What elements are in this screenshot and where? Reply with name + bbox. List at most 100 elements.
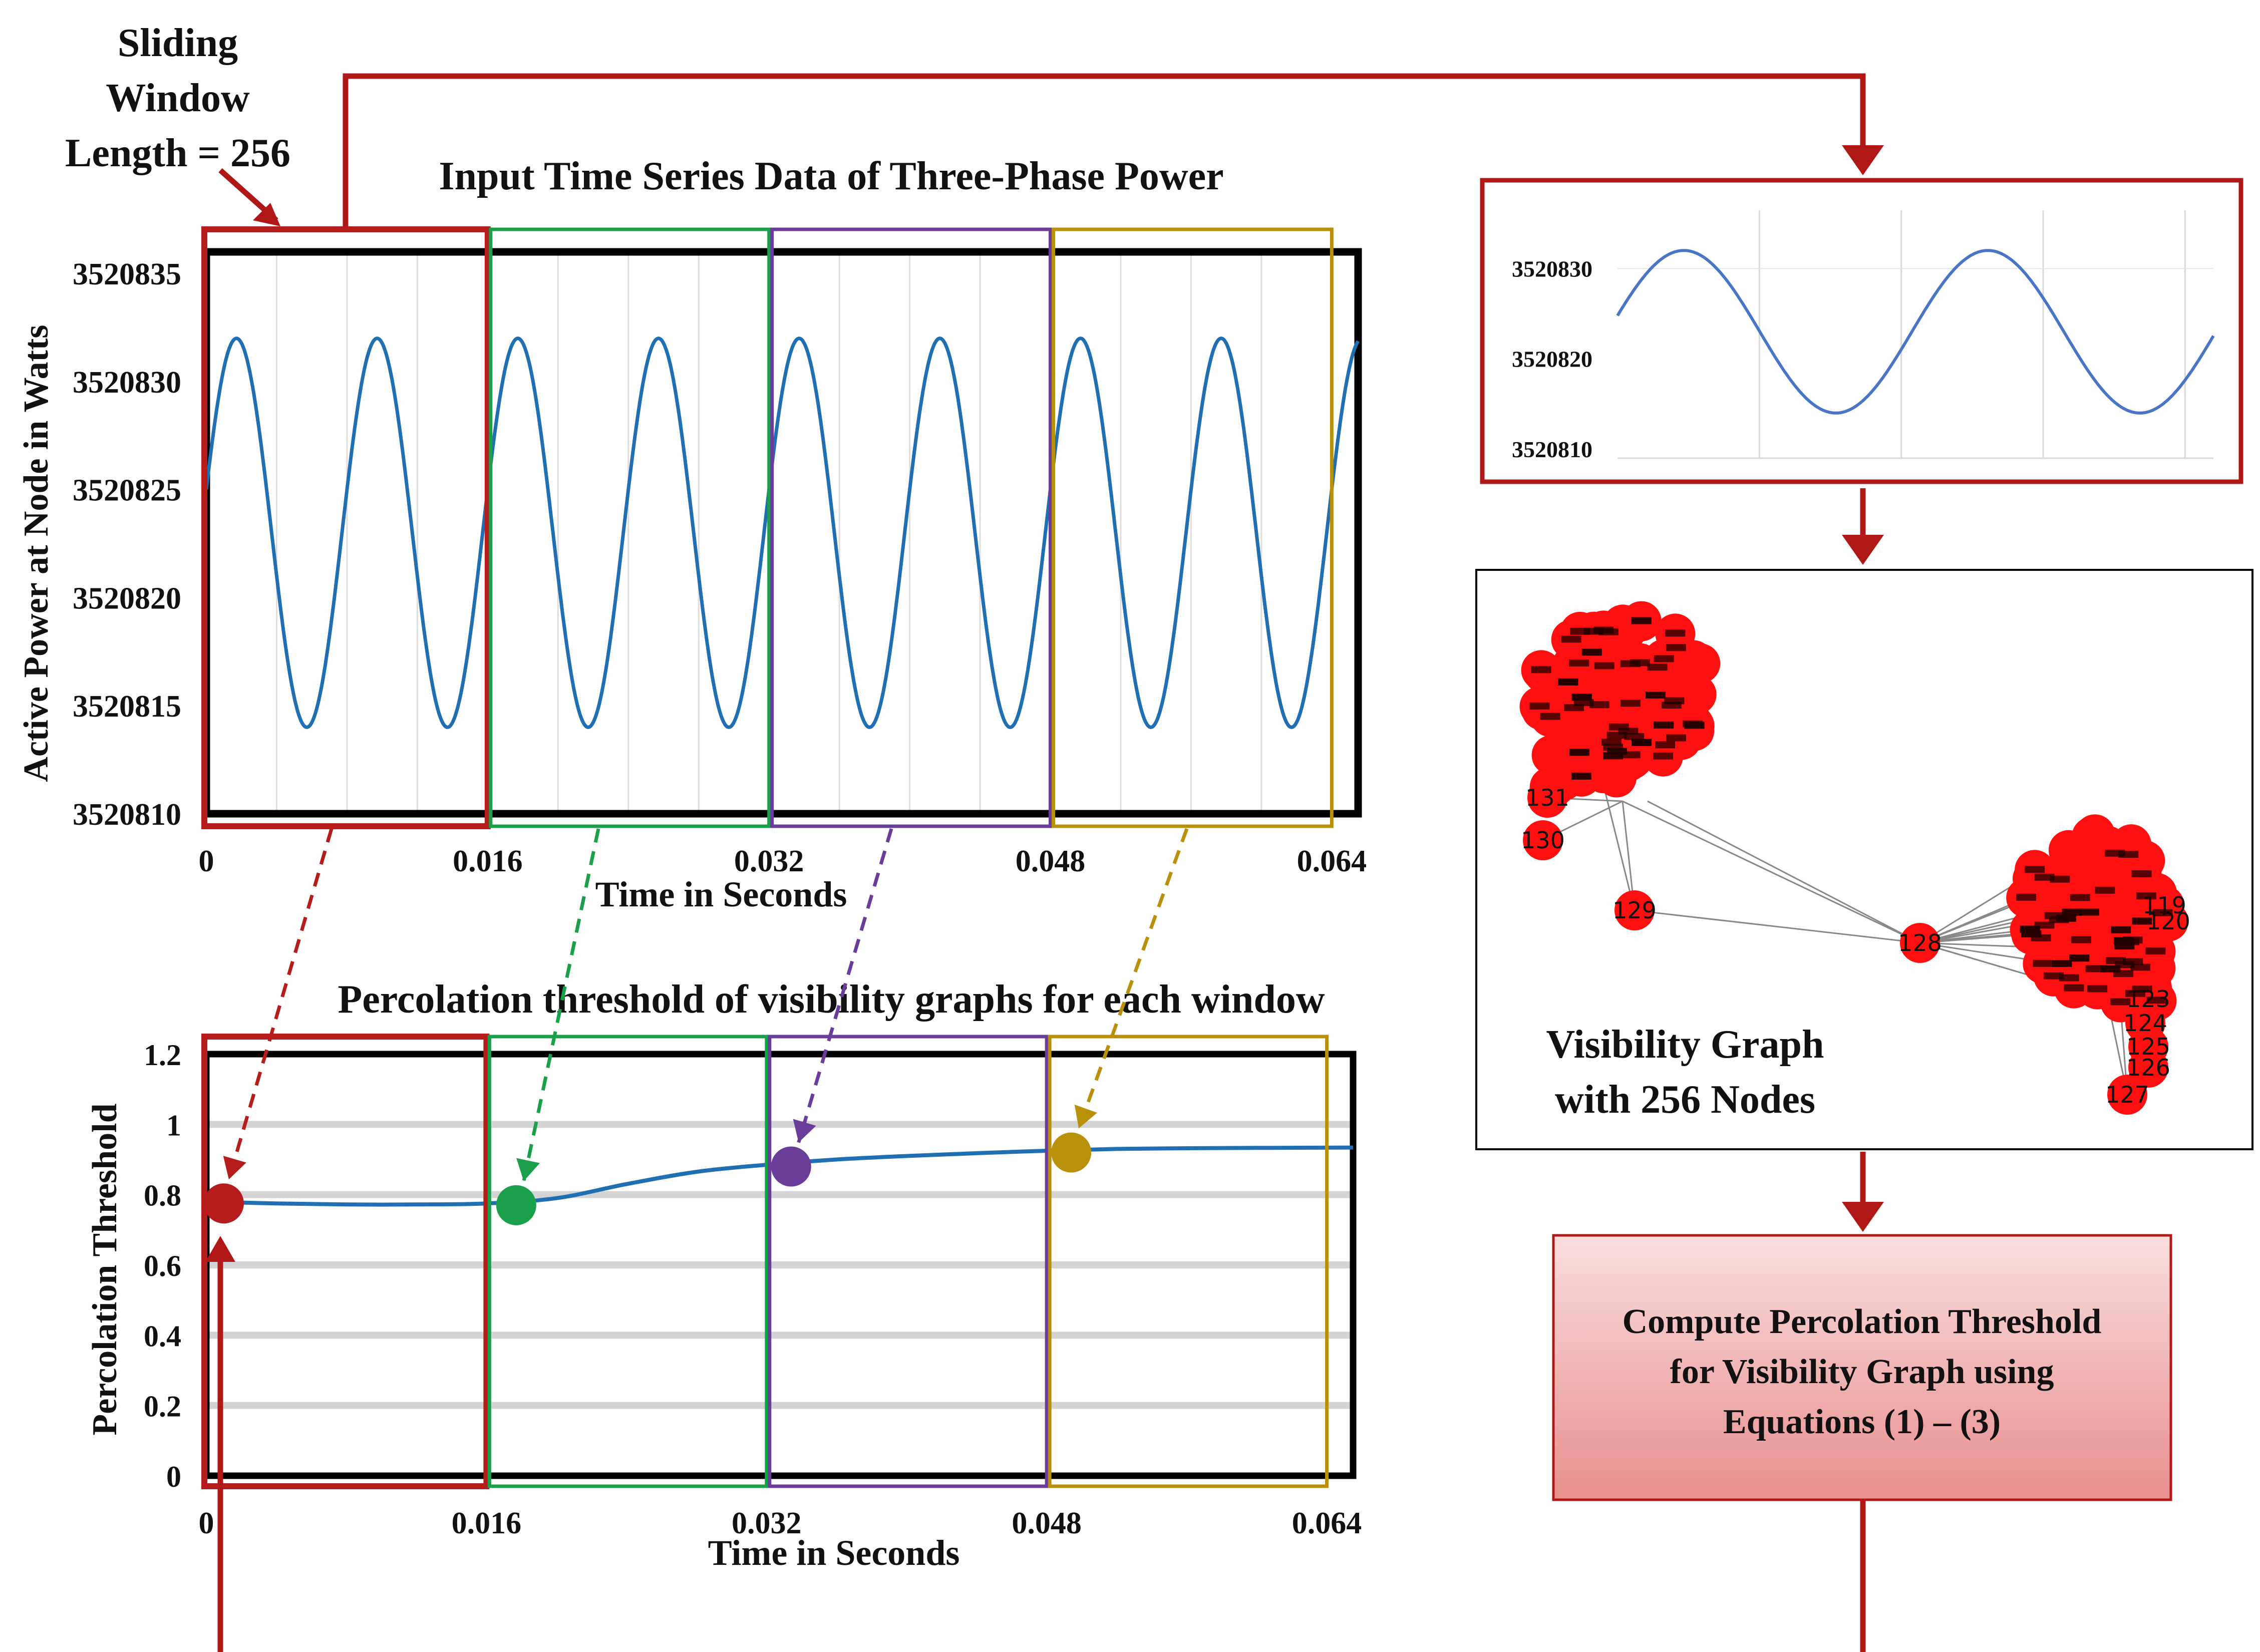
visibility-graph-node-131	[1527, 778, 1567, 818]
visibility-graph-node-129	[1615, 890, 1655, 930]
visibility-graph-label-129: 129	[1612, 897, 1657, 924]
percolation-x-tick: 0	[199, 1506, 214, 1540]
inset-series-line	[1616, 249, 2215, 415]
visibility-graph-label-clutter	[1603, 752, 1624, 760]
flow-arrow-window-to-inset	[343, 73, 1866, 228]
visibility-graph-label-clutter	[1561, 635, 1581, 643]
flow-arrow-head-inset	[1842, 145, 1884, 175]
window-arrow-head-1	[223, 1156, 246, 1180]
input-series-line	[204, 336, 1360, 730]
percolation-chart-title: Percolation threshold of visibility grap…	[338, 977, 1325, 1022]
visibility-graph-label-clutter	[2087, 985, 2108, 993]
visibility-graph-label-clutter	[1571, 772, 1591, 780]
sliding-window-line-3: Length = 256	[65, 131, 290, 175]
visibility-graph-label-clutter	[2105, 849, 2125, 857]
flow-arrow-head-chart	[205, 1236, 235, 1262]
window-arrow-line-4	[1077, 828, 1189, 1129]
visibility-graph-label-clutter	[1581, 648, 1602, 656]
flow-arrow-head-compute	[1842, 1202, 1884, 1232]
visibility-graph-label-clutter	[1564, 704, 1584, 712]
input-series-x-tick: 0.032	[734, 844, 804, 878]
visibility-graph-caption-2: with 256 Nodes	[1555, 1078, 1815, 1122]
visibility-graph-edge	[1634, 909, 1920, 944]
visibility-graph-label-clutter	[2021, 930, 2042, 938]
compute-box-frame	[1552, 1234, 2172, 1501]
visibility-graph-label-clutter	[2070, 894, 2090, 901]
visibility-graph-label-clutter	[2152, 909, 2173, 916]
window-arrow-line-3	[797, 828, 893, 1143]
visibility-graph-label-clutter	[1630, 659, 1650, 667]
window-arrow-head-3	[793, 1119, 816, 1143]
percolation-x-tick: 0.016	[452, 1506, 522, 1540]
visibility-graph-label-clutter	[1529, 702, 1550, 710]
inset-y-tick: 3520810	[1512, 437, 1592, 462]
visibility-graph-label-128: 128	[1898, 929, 1942, 956]
inset-y-tick: 3520830	[1512, 256, 1592, 281]
visibility-graph-node-130	[1523, 820, 1563, 860]
input-series-x-tick: 0.016	[453, 844, 523, 878]
visibility-graph-label-clutter	[1593, 626, 1614, 634]
visibility-graph-label-clutter	[2132, 917, 2152, 925]
visibility-graph-label-clutter	[2132, 985, 2152, 993]
percolation-y-ticks: 0 0.2 0.4 0.6 0.8 1 1.2	[144, 1039, 181, 1493]
percolation-markers	[203, 1132, 1092, 1225]
input-series-x-axis-label: Time in Seconds	[595, 874, 847, 914]
visibility-graph-label-clutter	[1569, 659, 1589, 667]
visibility-graph-label-clutter	[1624, 733, 1645, 740]
input-series-y-tick: 3520815	[73, 690, 181, 724]
input-series-title: Input Time Series Data of Three-Phase Po…	[439, 154, 1223, 198]
sliding-window-line-2: Window	[106, 76, 250, 120]
compute-box-line-2: for Visibility Graph using	[1670, 1353, 2054, 1391]
window-arrow-head-2	[516, 1158, 540, 1181]
visibility-graph-label-clutter	[1666, 734, 1686, 742]
visibility-graph-label-clutter	[1646, 692, 1666, 699]
input-series-y-tick: 3520825	[73, 474, 181, 508]
visibility-graph-label-clutter	[2130, 963, 2151, 971]
percolation-y-tick: 0.2	[144, 1390, 181, 1423]
visibility-graph-label-clutter	[2095, 886, 2115, 894]
visibility-graph-label-clutter	[2106, 957, 2126, 964]
visibility-graph-label-clutter	[1664, 697, 1685, 705]
input-series-y-ticks: 3520810 3520815 3520820 3520825 3520830 35208…	[73, 257, 181, 832]
input-series-x-tick: 0.064	[1297, 844, 1367, 878]
visibility-graph-edge	[1601, 781, 1636, 911]
visibility-graph-node	[2055, 873, 2095, 914]
percolation-marker-3	[771, 1146, 811, 1187]
percolation-marker-2	[496, 1185, 536, 1225]
window-arrow-line-1	[227, 828, 334, 1180]
visibility-graph-label-126: 126	[2126, 1054, 2170, 1081]
percolation-y-tick: 0.8	[144, 1179, 181, 1212]
visibility-graph-label-clutter	[2079, 908, 2099, 916]
input-series-window-1	[201, 226, 491, 829]
visibility-graph-label-clutter	[2146, 997, 2167, 1004]
input-series-x-tick: 0.048	[1016, 844, 1086, 878]
visibility-graph-node	[2084, 892, 2124, 933]
inset-y-ticks: 3520830 3520820 3520810	[1512, 256, 1592, 462]
visibility-graph-label-clutter	[1684, 722, 1705, 729]
percolation-x-tick: 0.048	[1012, 1506, 1082, 1540]
input-series-y-tick: 3520810	[73, 798, 181, 832]
compute-box-line-3: Equations (1) – (3)	[1723, 1403, 2001, 1441]
visibility-graph-label-clutter	[2110, 998, 2131, 1006]
visibility-graph-node-128	[1900, 923, 1940, 963]
visibility-graph-label-clutter	[2131, 870, 2152, 877]
window-to-marker-arrows	[223, 828, 1189, 1182]
inset-frame	[1480, 178, 2243, 484]
visibility-graph-label-clutter	[1540, 713, 1560, 720]
sliding-window-line-1: Sliding	[118, 21, 238, 65]
percolation-window-4	[1048, 1035, 1329, 1488]
input-series-chart: Input Time Series Data of Three-Phase Po…	[17, 154, 1367, 914]
percolation-window-2	[487, 1035, 769, 1488]
flow-arrow-head-graph	[1842, 535, 1884, 565]
percolation-y-axis-label: Percolation Threshold	[86, 1103, 124, 1435]
visibility-graph-label-124: 124	[2123, 1010, 2167, 1037]
visibility-graph-caption-1: Visibility Graph	[1546, 1023, 1824, 1067]
visibility-graph-label-clutter	[1589, 701, 1609, 709]
percolation-x-tick: 0.064	[1292, 1506, 1362, 1540]
visibility-graph-label-clutter	[2136, 892, 2157, 900]
visibility-graph-label-clutter	[2111, 926, 2131, 933]
visibility-graph-label-clutter	[2034, 873, 2055, 881]
visibility-graph-label-clutter	[1631, 617, 1652, 624]
visibility-graph-label-clutter	[2049, 916, 2069, 923]
visibility-graph-label-125: 125	[2126, 1033, 2170, 1060]
